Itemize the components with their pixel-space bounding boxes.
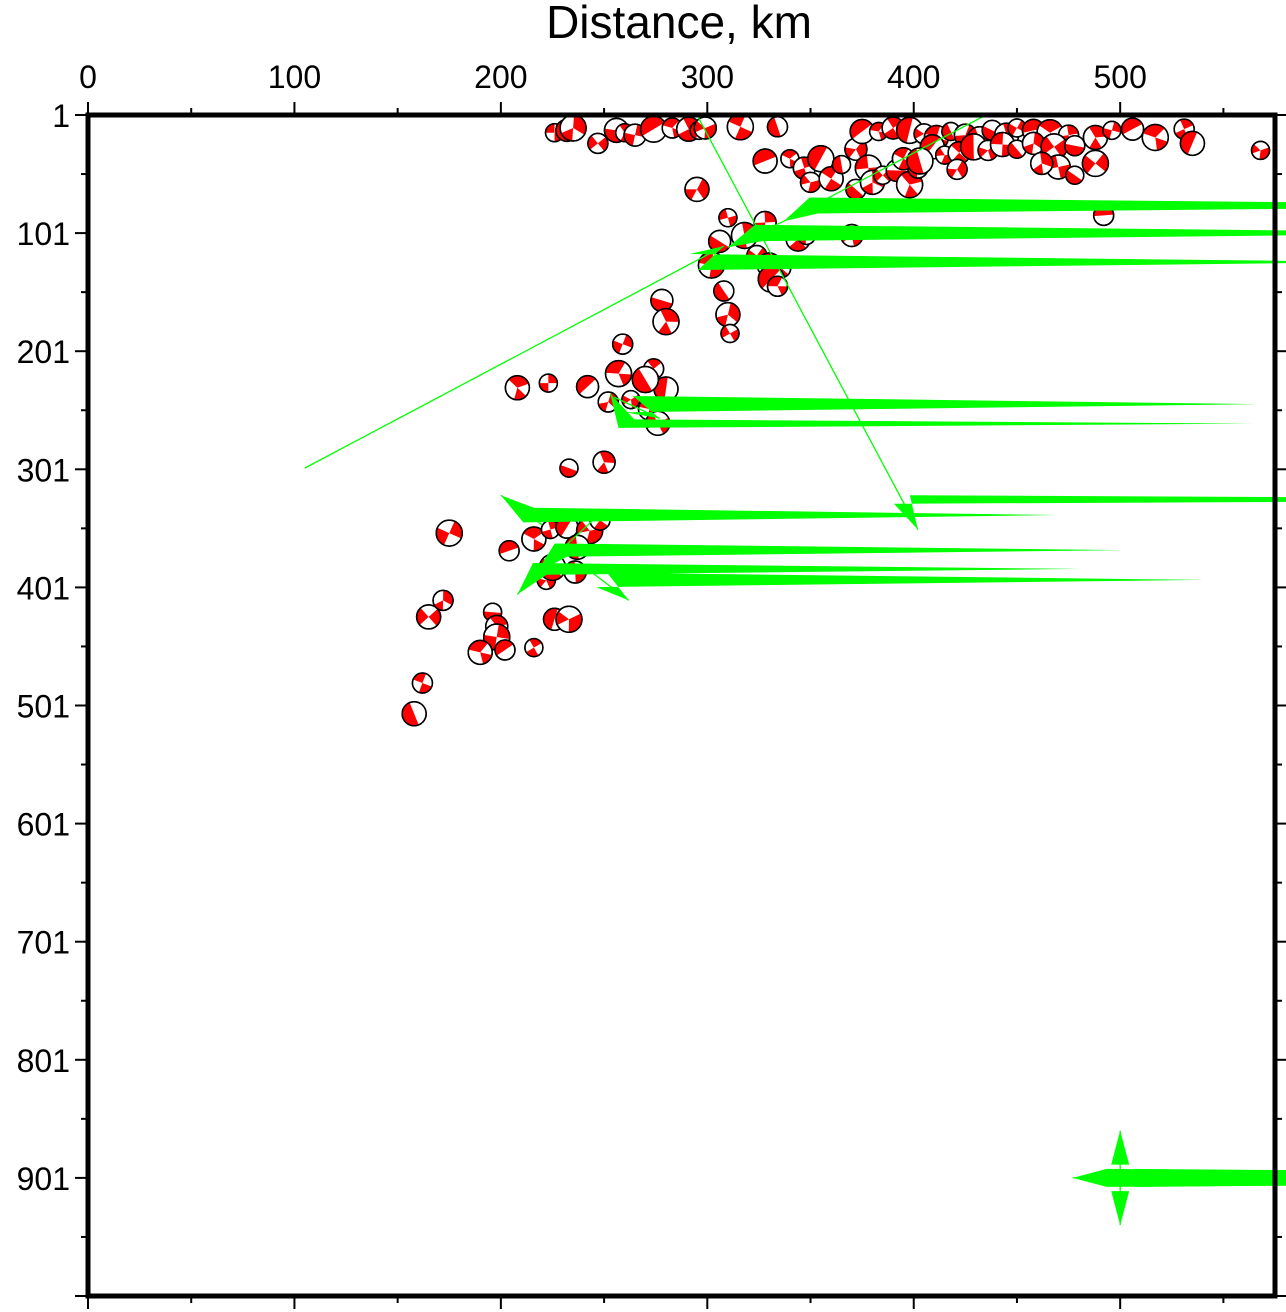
y-tick-label: 601 bbox=[17, 807, 70, 843]
stress-vectors bbox=[304, 114, 1286, 601]
scale-arrow-south bbox=[1111, 1177, 1286, 1226]
focal-mechanism bbox=[1029, 151, 1054, 176]
focal-mechanism bbox=[1120, 117, 1145, 141]
focal-mechanism bbox=[1065, 165, 1085, 185]
stress-vector-arrow bbox=[535, 511, 1122, 574]
y-axis-ticks: 1 101 201 301 401 501 601 701 801 901 bbox=[17, 98, 1286, 1297]
focal-mechanism bbox=[494, 639, 516, 661]
focal-mechanism bbox=[1179, 130, 1206, 157]
stress-vector-arrow bbox=[583, 565, 1204, 601]
stress-vector-arrow bbox=[614, 395, 1259, 420]
focal-mechanism bbox=[1064, 134, 1086, 157]
focal-mechanism bbox=[538, 373, 559, 393]
focal-mechanism bbox=[1021, 131, 1046, 156]
focal-mechanism bbox=[766, 116, 789, 138]
focal-mechanism bbox=[401, 701, 427, 727]
focal-mechanism bbox=[611, 333, 634, 355]
stress-vector-arrow bbox=[783, 114, 1286, 222]
focal-mechanism bbox=[684, 176, 710, 203]
focal-mechanism bbox=[718, 207, 738, 228]
focal-mechanism bbox=[555, 605, 583, 634]
y-tick-label: 501 bbox=[17, 689, 70, 725]
plot-frame bbox=[85, 112, 1278, 1299]
stress-vector-arrow bbox=[727, 220, 1286, 248]
focal-mechanism bbox=[604, 359, 633, 388]
focal-mechanism bbox=[726, 113, 755, 141]
y-tick-label: 801 bbox=[17, 1043, 70, 1079]
focal-mechanism bbox=[693, 116, 717, 140]
y-tick-label: 101 bbox=[17, 216, 70, 252]
y-tick-label: 701 bbox=[17, 925, 70, 961]
focal-mechanism bbox=[575, 374, 600, 399]
focal-mechanism bbox=[631, 365, 660, 394]
focal-mechanism bbox=[650, 288, 674, 313]
focal-mechanism bbox=[467, 639, 493, 666]
focal-mechanism bbox=[1141, 123, 1170, 152]
y-tick-label: 301 bbox=[17, 452, 70, 488]
x-axis-ticks: 0 100 200 300 400 500 bbox=[79, 59, 1225, 1309]
x-tick-label: 0 bbox=[79, 59, 97, 95]
focal-mechanism bbox=[766, 275, 789, 297]
x-tick-label: 300 bbox=[681, 59, 734, 95]
focal-mechanism bbox=[411, 672, 434, 694]
focal-mechanism bbox=[946, 158, 968, 181]
focal-mechanism bbox=[720, 323, 740, 344]
stress-vector-arrow bbox=[304, 245, 1286, 469]
x-tick-label: 200 bbox=[474, 59, 527, 95]
focal-mechanism bbox=[1102, 120, 1122, 141]
focal-mechanism bbox=[592, 450, 616, 474]
x-tick-label: 100 bbox=[268, 59, 321, 95]
focal-mechanism bbox=[1081, 149, 1110, 178]
stress-vector-arrow bbox=[696, 114, 1286, 530]
scale-arrow-west bbox=[1072, 1168, 1286, 1187]
focal-mechanism bbox=[831, 154, 852, 175]
focal-mechanism bbox=[587, 132, 609, 155]
focal-mechanism bbox=[435, 519, 464, 547]
focal-mechanism bbox=[652, 307, 680, 336]
focal-mechanism bbox=[707, 229, 732, 254]
y-tick-label: 401 bbox=[17, 570, 70, 606]
stress-vector-arrow bbox=[500, 494, 1058, 526]
focal-mechanism bbox=[559, 458, 579, 478]
focal-mechanism bbox=[715, 301, 741, 328]
y-tick-label: 201 bbox=[17, 334, 70, 370]
scale-arrows bbox=[1072, 1130, 1286, 1226]
x-tick-label: 400 bbox=[887, 59, 940, 95]
focal-mechanism bbox=[713, 280, 735, 302]
y-tick-label: 1 bbox=[52, 98, 70, 134]
x-tick-label: 500 bbox=[1093, 59, 1146, 95]
focal-mechanism bbox=[415, 604, 442, 630]
scale-arrow-north bbox=[1111, 1130, 1286, 1178]
focal-mechanism bbox=[524, 637, 544, 658]
focal-mechanism bbox=[559, 114, 587, 142]
focal-mechanism bbox=[752, 148, 778, 174]
y-tick-label: 901 bbox=[17, 1161, 70, 1197]
stress-vector-arrow bbox=[609, 393, 1253, 428]
focal-mechanism bbox=[504, 375, 531, 401]
focal-mechanism bbox=[1007, 139, 1027, 159]
focal-mechanism bbox=[1250, 140, 1271, 161]
focal-mechanism bbox=[621, 389, 641, 410]
focal-mechanism bbox=[799, 171, 822, 194]
x-axis-title: Distance, km bbox=[546, 0, 812, 48]
focal-mechanism bbox=[989, 131, 1016, 158]
focal-mechanism bbox=[498, 540, 520, 562]
focal-mechanism bbox=[521, 526, 547, 552]
focal-mechanism bbox=[639, 115, 668, 143]
focal-mechanism bbox=[844, 137, 868, 161]
stress-vector-arrow bbox=[516, 562, 1080, 595]
focal-mechanism bbox=[906, 147, 934, 175]
focal-mechanism bbox=[432, 589, 454, 612]
